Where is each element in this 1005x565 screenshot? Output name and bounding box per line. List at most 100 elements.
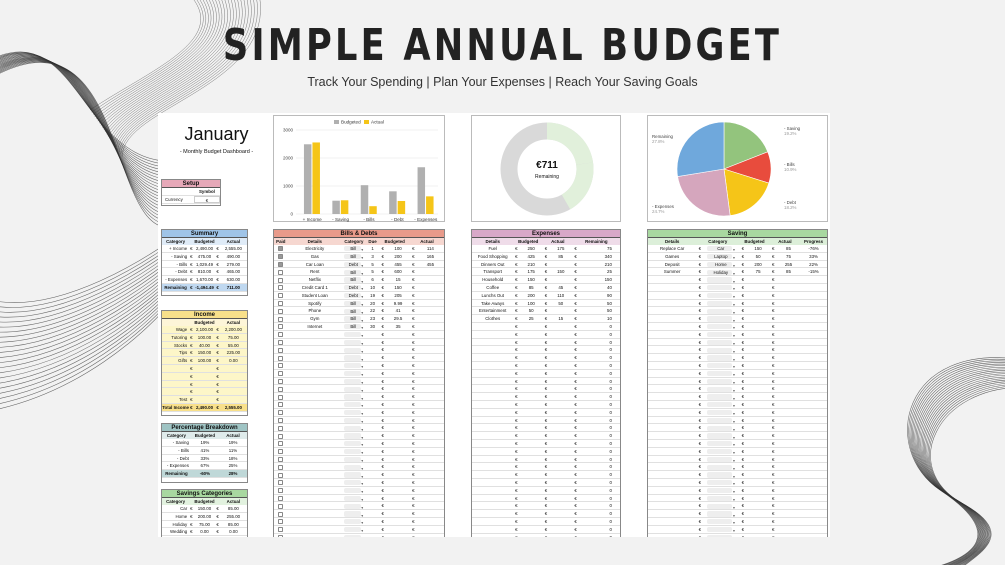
amount-cell[interactable]: 0.00 — [229, 358, 238, 364]
category-cell[interactable]: ▼ — [707, 534, 735, 537]
category-cell[interactable]: Bill ▼ — [343, 300, 364, 306]
category-wrap[interactable]: ▼ — [342, 456, 366, 462]
category-cell[interactable]: Debt ▼ — [343, 261, 364, 267]
actual-cell[interactable] — [777, 292, 800, 299]
actual-cell[interactable] — [549, 495, 573, 502]
saving-category-dropdown[interactable] — [707, 511, 733, 517]
actual-cell[interactable] — [417, 362, 444, 369]
expense-details[interactable] — [472, 409, 513, 416]
actual-cell[interactable] — [549, 502, 573, 509]
expense-details[interactable] — [472, 331, 513, 338]
budgeted-cell[interactable] — [519, 424, 543, 431]
category-wrap[interactable]: ▼ — [703, 362, 739, 369]
actual-cell[interactable] — [777, 385, 800, 392]
due-day[interactable] — [366, 331, 380, 338]
bill-details[interactable]: Gas — [310, 253, 319, 259]
actual-cell[interactable] — [777, 456, 800, 463]
saving-details[interactable] — [648, 456, 696, 463]
budgeted-cell[interactable] — [746, 510, 769, 517]
category-cell[interactable]: ▼ — [707, 370, 735, 377]
category-cell[interactable]: ▼ — [707, 378, 735, 384]
actual-cell[interactable] — [417, 526, 444, 533]
budgeted-cell[interactable] — [386, 378, 410, 385]
category-cell[interactable]: ▼ — [343, 347, 364, 353]
category-cell[interactable]: ▼ — [707, 487, 735, 494]
actual-cell[interactable] — [777, 463, 800, 470]
actual-cell[interactable] — [777, 323, 800, 330]
saving-details[interactable] — [648, 432, 696, 439]
paid-cell[interactable] — [274, 276, 288, 283]
budgeted-cell[interactable] — [746, 526, 769, 533]
category-cell[interactable]: ▼ — [343, 363, 364, 369]
saving-category-dropdown[interactable]: Laptop — [707, 253, 733, 260]
paid-cell[interactable] — [274, 292, 288, 299]
paid-checkbox[interactable] — [278, 285, 284, 291]
actual-cell[interactable]: 150 — [557, 269, 565, 275]
budgeted-cell[interactable]: 455 — [394, 261, 402, 267]
saving-category-dropdown[interactable] — [707, 503, 733, 509]
bill-details[interactable] — [288, 502, 342, 509]
paid-cell[interactable] — [274, 440, 288, 447]
category-dropdown[interactable]: Debt — [343, 292, 361, 299]
actual-cell[interactable] — [549, 339, 573, 346]
budgeted-cell[interactable] — [746, 393, 769, 400]
saving-details[interactable] — [648, 417, 696, 424]
category-dropdown[interactable] — [343, 363, 361, 369]
category-dropdown[interactable]: Debt — [343, 261, 361, 267]
paid-checkbox[interactable] — [278, 378, 284, 384]
actual-cell[interactable] — [777, 362, 800, 369]
paid-cell[interactable] — [274, 463, 288, 470]
paid-checkbox[interactable] — [278, 386, 284, 392]
saving-details[interactable] — [648, 370, 696, 377]
paid-cell[interactable] — [274, 307, 288, 314]
actual-cell[interactable] — [417, 432, 444, 439]
budgeted-cell[interactable]: 210 — [527, 261, 535, 267]
saving-details[interactable] — [648, 424, 696, 431]
paid-checkbox[interactable] — [278, 534, 284, 537]
budgeted-cell[interactable]: 100 — [394, 246, 402, 251]
bill-details[interactable] — [288, 354, 342, 361]
paid-checkbox[interactable] — [278, 410, 284, 416]
category-wrap[interactable]: ▼ — [342, 409, 366, 416]
due-day[interactable] — [366, 448, 380, 455]
category-wrap[interactable]: ▼ — [703, 471, 739, 478]
budgeted-cell[interactable] — [386, 362, 410, 369]
budgeted-cell[interactable] — [519, 323, 543, 330]
category-wrap[interactable]: ▼ — [342, 339, 366, 345]
category-cell[interactable]: ▼ — [343, 386, 364, 392]
budgeted-cell[interactable]: 205 — [394, 292, 402, 298]
expense-details[interactable] — [472, 510, 513, 517]
category-wrap[interactable]: ▼ — [703, 354, 739, 361]
bill-details[interactable] — [288, 401, 342, 408]
category-dropdown[interactable] — [343, 339, 361, 345]
budgeted-cell[interactable]: 200 — [754, 261, 762, 267]
bill-details[interactable] — [288, 487, 342, 494]
saving-details[interactable] — [648, 534, 696, 537]
budgeted-cell[interactable] — [746, 487, 769, 494]
category-cell[interactable]: ▼ — [707, 480, 735, 486]
category-dropdown[interactable] — [343, 511, 361, 517]
due-day[interactable]: 19 — [370, 292, 376, 298]
actual-cell[interactable] — [549, 440, 573, 447]
budgeted-cell[interactable] — [386, 502, 410, 509]
category-wrap[interactable]: ▼ — [342, 346, 366, 353]
budgeted-cell[interactable]: 50 — [528, 308, 534, 314]
actual-cell[interactable] — [417, 456, 444, 463]
category-cell[interactable]: ▼ — [707, 347, 735, 353]
due-day[interactable] — [366, 526, 380, 533]
actual-cell[interactable] — [549, 518, 573, 525]
bill-details[interactable] — [288, 510, 342, 517]
budgeted-cell[interactable] — [386, 432, 410, 439]
category-wrap[interactable]: ▼ — [703, 284, 739, 291]
actual-cell[interactable] — [777, 300, 800, 307]
actual-cell[interactable] — [549, 526, 573, 533]
budgeted-cell[interactable] — [519, 393, 543, 400]
category-wrap[interactable]: ▼ — [703, 448, 739, 455]
budgeted-cell[interactable] — [386, 487, 410, 494]
actual-cell[interactable]: 50 — [558, 300, 564, 306]
category-wrap[interactable]: ▼ — [342, 502, 366, 509]
budgeted-cell[interactable] — [746, 471, 769, 478]
category-wrap[interactable]: Debt ▼ — [342, 261, 366, 267]
paid-checkbox[interactable] — [278, 308, 284, 314]
actual-cell[interactable]: 110 — [557, 292, 565, 298]
